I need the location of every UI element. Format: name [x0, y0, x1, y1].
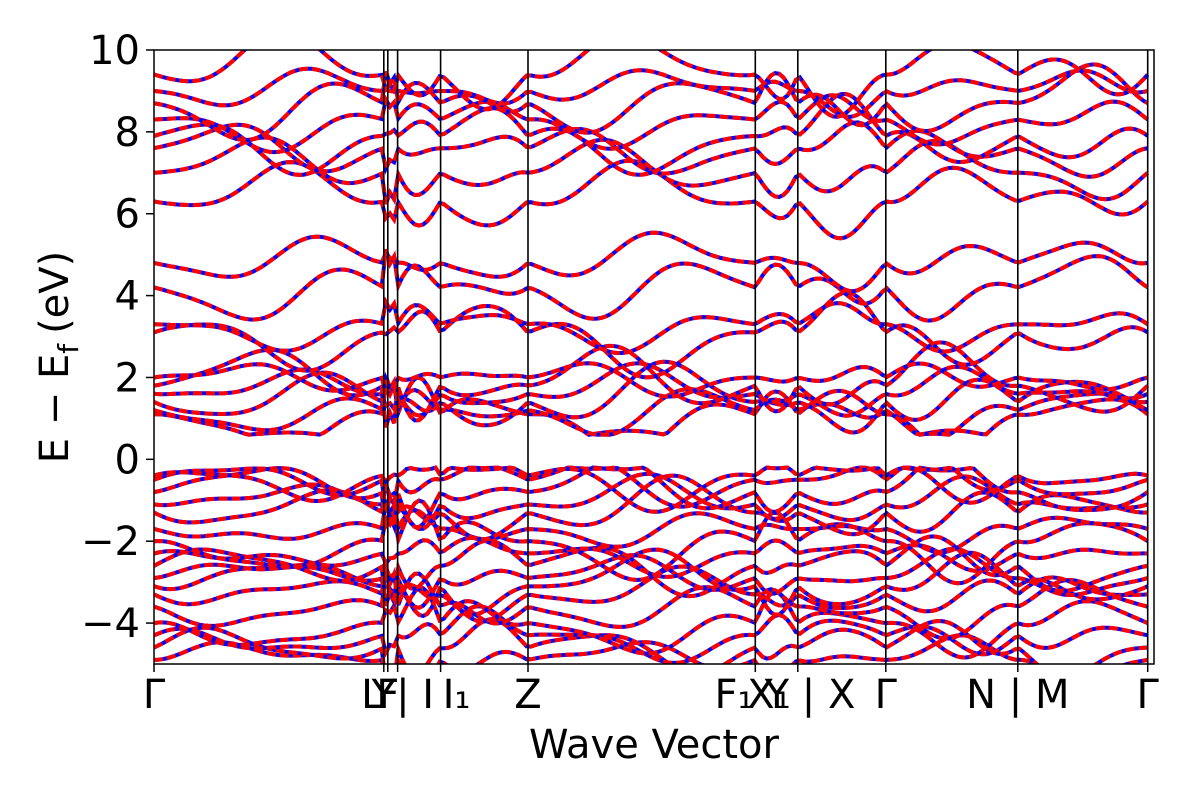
- y-axis-title-subscript: f: [52, 343, 85, 354]
- y-tick-label: 8: [115, 110, 140, 156]
- x-tick-label: Y | X: [764, 672, 856, 718]
- x-tick-label: I₁: [443, 672, 471, 718]
- band-line-dashed: [154, 50, 1150, 119]
- high-symmetry-lines: [153, 50, 1149, 672]
- y-tick-label: 4: [115, 274, 140, 320]
- x-tick-label: N | M: [966, 672, 1069, 718]
- y-axis-ticks: 10 8 6 4 2 0 −2 −4: [81, 28, 154, 647]
- y-axis-title-unit: (eV): [32, 251, 78, 334]
- x-tick-label: Z: [514, 672, 541, 718]
- band-line-dashed: [154, 604, 1149, 664]
- x-axis-title: Wave Vector: [529, 722, 780, 768]
- band-line-dashed: [154, 465, 1149, 514]
- y-tick-label: −4: [81, 601, 140, 647]
- x-tick-label: F: [376, 672, 399, 718]
- band-line-dashed: [154, 66, 1149, 119]
- x-tick-label: F₁: [714, 672, 753, 718]
- band-line-dashed: [154, 375, 1149, 437]
- band-line-dashed: [154, 586, 1149, 660]
- x-tick-label: Γ: [143, 672, 166, 718]
- x-tick-label: Γ: [875, 672, 898, 718]
- x-tick-label: Y: [371, 672, 397, 718]
- band-line-dashed: [154, 361, 1149, 418]
- x-tick-label: L | I: [361, 672, 434, 718]
- band-line-dashed: [154, 91, 1149, 177]
- band-line-dashed: [154, 546, 1149, 610]
- band-line-dashed: [154, 93, 1149, 155]
- band-line-dashed: [154, 617, 1148, 664]
- band-line-dashed: [154, 340, 1150, 428]
- band-line-dashed: [154, 62, 1149, 143]
- band-line-dashed: [154, 296, 1149, 355]
- y-tick-label: 10: [89, 28, 140, 74]
- band-line-dashed: [154, 559, 1148, 624]
- x-tick-label: X₁: [747, 672, 790, 718]
- band-line-dashed: [154, 248, 1149, 323]
- y-tick-label: −2: [81, 519, 140, 565]
- band-lines: [154, 50, 1150, 664]
- band-line-dashed: [154, 465, 1149, 512]
- band-line-dashed: [154, 290, 1149, 380]
- y-tick-label: 6: [115, 192, 140, 238]
- plot-frame: [153, 49, 1155, 665]
- band-line-dashed: [154, 495, 1149, 555]
- band-line-dashed: [154, 566, 1149, 641]
- x-tick-label: Γ: [1137, 672, 1160, 718]
- y-axis-title: E − Ef (eV): [32, 251, 85, 464]
- y-axis-title-main: E − E: [32, 354, 78, 464]
- y-tick-label: 0: [115, 437, 140, 483]
- band-line-dashed: [154, 465, 1149, 535]
- band-line-dashed: [154, 498, 1149, 586]
- band-line-dashed: [154, 375, 1149, 437]
- band-line-dashed: [154, 361, 1149, 399]
- band-line-dashed: [154, 230, 1148, 294]
- y-tick-label: 2: [115, 355, 140, 401]
